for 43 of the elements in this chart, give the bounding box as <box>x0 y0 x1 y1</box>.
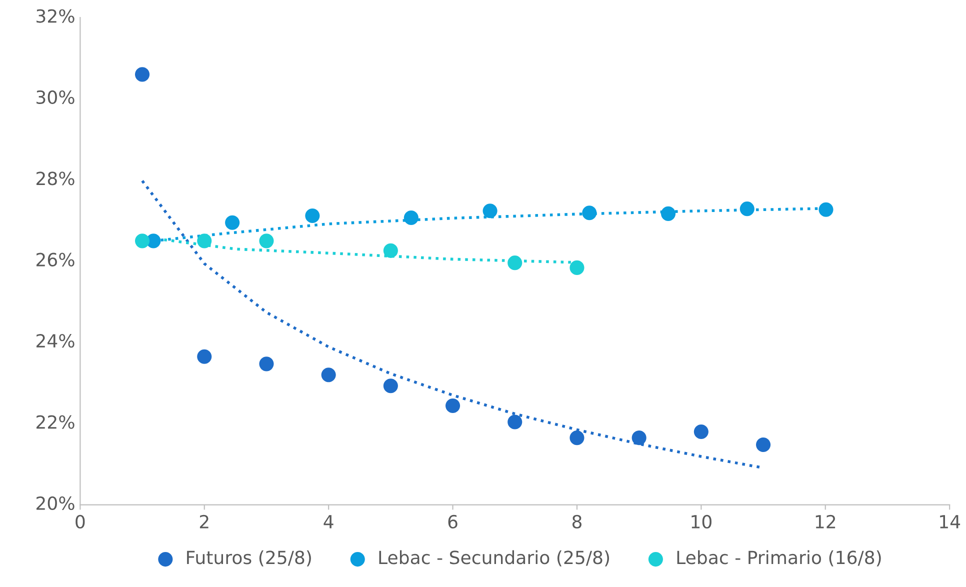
y-tick-label: 20% <box>36 496 74 510</box>
x-tick-label: 2 <box>200 514 208 528</box>
point <box>508 414 522 430</box>
x-tick-label: 12 <box>816 514 836 528</box>
y-tick-label: 28% <box>36 172 74 186</box>
point <box>134 234 150 248</box>
y-tick-label: 24% <box>36 334 74 348</box>
point <box>570 430 584 446</box>
point <box>197 349 212 364</box>
point <box>508 256 522 270</box>
point <box>660 206 676 221</box>
point <box>197 234 212 248</box>
point <box>225 215 240 230</box>
y-tick-label: 26% <box>36 252 74 266</box>
x-tick-label: 4 <box>324 515 334 528</box>
point <box>570 260 584 275</box>
point <box>445 398 460 414</box>
point <box>756 437 771 452</box>
x-tick-label: 0 <box>76 514 85 529</box>
point <box>694 424 708 440</box>
point <box>383 378 398 394</box>
point <box>404 210 418 226</box>
x-tick-label: 10 <box>692 514 712 529</box>
point <box>582 206 597 220</box>
point <box>632 430 646 446</box>
point <box>482 204 498 218</box>
y-tick-label: 30% <box>36 90 74 104</box>
y-tick-label: 32% <box>36 9 74 23</box>
point <box>321 368 336 382</box>
y-tick-label: 22% <box>36 415 74 429</box>
point <box>259 356 274 372</box>
point <box>259 234 274 248</box>
point <box>740 202 754 216</box>
point <box>383 243 398 258</box>
x-tick-label: 14 <box>940 515 960 528</box>
point <box>818 202 834 217</box>
legend-label: Lebac - Secundario (25/8) <box>379 550 610 566</box>
point <box>305 208 320 224</box>
point <box>134 67 150 82</box>
x-tick-label: 8 <box>572 514 582 529</box>
x-tick-label: 6 <box>448 514 458 529</box>
legend-label: Lebac - Primario (16/8) <box>677 550 881 566</box>
legend-label: Futuros (25/8) <box>187 550 311 566</box>
